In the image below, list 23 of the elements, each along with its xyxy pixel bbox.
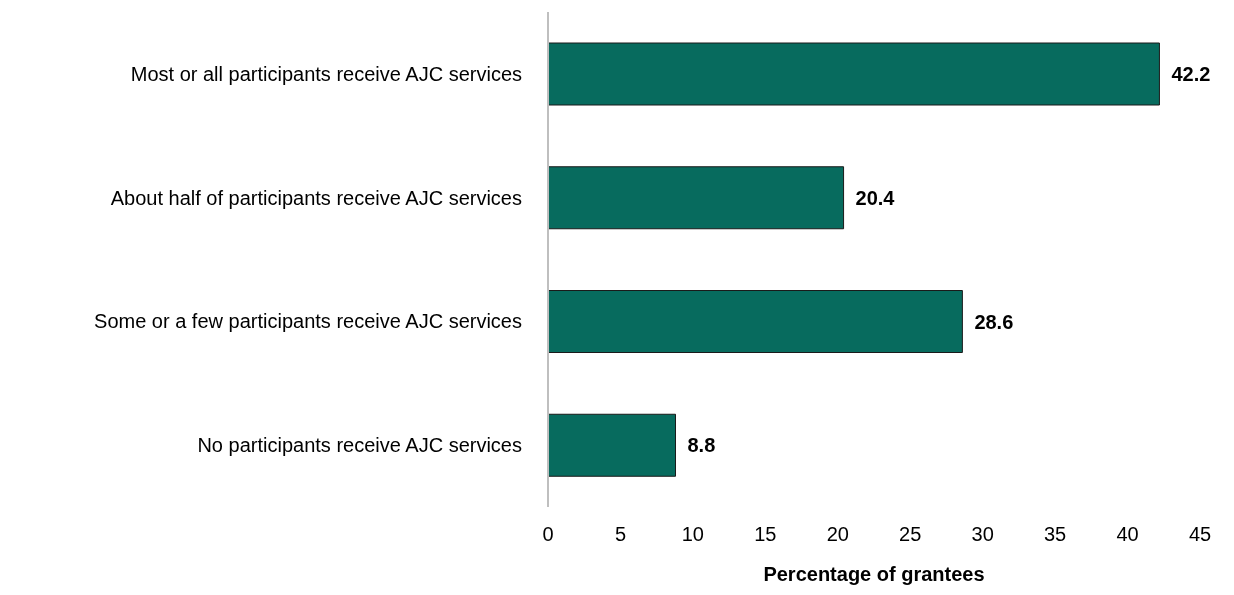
x-tick-label: 15: [754, 523, 777, 546]
x-tick-label: 0: [542, 523, 554, 546]
y-tick-label: Most or all participants receive AJC services: [130, 62, 522, 85]
x-tick-label: 40: [1116, 523, 1139, 546]
x-tick-label: 45: [1188, 523, 1212, 546]
y-tick-label: Some or a few participants receive AJC services: [94, 310, 522, 333]
bar: [548, 290, 963, 353]
x-tick-label: 20: [826, 523, 849, 546]
y-tick-label: About half of participants receive AJC services: [110, 186, 522, 209]
x-tick-label: 25: [899, 523, 922, 546]
data-label: 42.2: [1171, 63, 1211, 86]
y-tick-label: No participants receive AJC services: [197, 434, 522, 457]
bar: [548, 166, 845, 230]
data-label: 28.6: [974, 310, 1014, 333]
x-tick-label: 5: [614, 523, 627, 546]
bar: [548, 42, 1160, 106]
x-tick-label: 35: [1043, 523, 1067, 546]
x-tick-label: 30: [971, 523, 994, 546]
bar: [548, 413, 676, 477]
data-label: 20.4: [855, 186, 896, 209]
x-axis-title: Percentage of grantees: [763, 563, 985, 585]
x-tick-label: 10: [681, 523, 705, 546]
data-label: 8.8: [687, 434, 716, 457]
